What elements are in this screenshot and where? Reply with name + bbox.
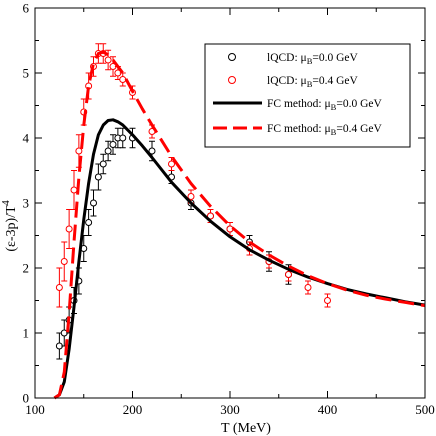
legend-label-text: FC method: μ <box>267 123 331 135</box>
data-point <box>109 141 117 148</box>
y-tick-label: 5 <box>23 66 30 81</box>
data-point <box>207 212 214 220</box>
x-tick-label: 500 <box>415 402 435 417</box>
legend-label-text: lQCD: μ <box>267 75 307 87</box>
y-tick-label: 3 <box>23 196 30 211</box>
data-point <box>85 219 93 226</box>
x-tick-label: 400 <box>318 402 338 417</box>
legend-box <box>204 43 411 148</box>
y-tick-label: 6 <box>23 1 30 16</box>
legend-label: lQCD: μB=0.4 GeV <box>267 75 359 89</box>
data-point <box>304 284 312 291</box>
data-point <box>75 147 83 155</box>
y-tick-label: 4 <box>23 131 30 146</box>
y-axis-title-exponent: 4 <box>1 200 12 205</box>
plot-frame <box>34 7 426 399</box>
y-axis-title-main: (ε-3p)/T <box>4 205 19 252</box>
legend-label-text: lQCD: μ <box>267 52 307 64</box>
y-axis-title: (ε-3p)/T4 <box>1 200 19 251</box>
legend-marker <box>228 76 236 84</box>
legend-label: FC method: μB=0.0 GeV <box>267 98 382 112</box>
fc-line-solid <box>53 118 426 400</box>
fc-line-dashed <box>53 50 426 400</box>
x-tick-label: 200 <box>123 402 143 417</box>
legend-label: FC method: μB=0.4 GeV <box>267 123 382 137</box>
x-tick-label: 100 <box>25 402 45 417</box>
data-point <box>90 199 97 207</box>
legend-label-subscript: B <box>331 102 337 112</box>
legend-label-subscript: B <box>307 79 313 89</box>
x-axis-title: T (MeV) <box>221 421 271 436</box>
data-point <box>104 147 112 155</box>
data-point <box>104 56 112 64</box>
legend-label-text: =0.4 GeV <box>312 75 358 87</box>
data-point <box>94 173 102 181</box>
data-point <box>60 258 68 265</box>
data-point <box>148 147 156 155</box>
legend-label-text: =0.0 GeV <box>312 52 358 64</box>
legend-marker <box>228 53 236 61</box>
y-tick-label: 0 <box>23 391 30 406</box>
series-layer <box>53 43 426 400</box>
data-point <box>65 225 73 233</box>
data-point <box>285 271 292 278</box>
legend-label-subscript: B <box>307 56 313 66</box>
y-tick-label: 1 <box>23 326 30 341</box>
x-tick-label: 300 <box>220 402 240 417</box>
data-point <box>70 186 78 194</box>
data-point <box>324 297 331 304</box>
legend-label: lQCD: μB=0.0 GeV <box>267 52 359 66</box>
legend-label-text: =0.4 GeV <box>336 123 382 135</box>
data-point <box>119 134 127 142</box>
data-point <box>99 160 107 168</box>
legend-label-subscript: B <box>331 127 337 137</box>
data-point <box>187 193 195 200</box>
legend-label-text: =0.0 GeV <box>336 98 382 110</box>
y-tick-label: 2 <box>23 261 30 276</box>
legend-label-text: FC method: μ <box>267 98 331 110</box>
data-point <box>168 160 175 168</box>
data-point <box>55 284 63 291</box>
